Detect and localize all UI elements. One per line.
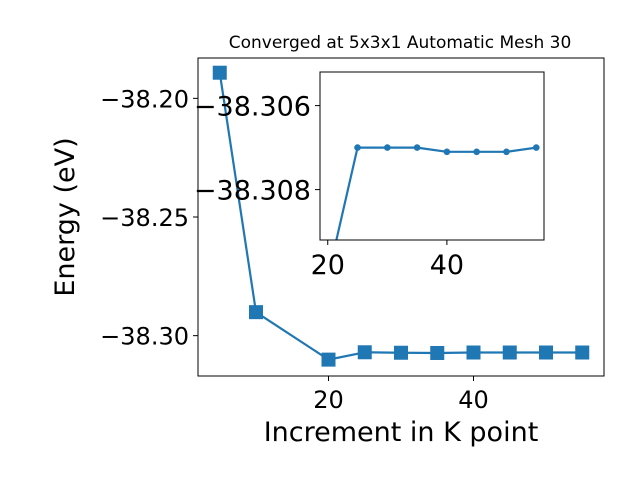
- main-series-line: [218, 72, 583, 361]
- main-y-tick-label: −38.30: [100, 323, 189, 351]
- inset-series: [335, 144, 540, 240]
- main-data-point: [502, 345, 517, 360]
- inset-x-tick-label: 40: [430, 250, 464, 281]
- inset-series-line: [335, 146, 537, 240]
- inset-data-point: [354, 144, 361, 151]
- inset-x-ticks: 20 40: [311, 240, 464, 281]
- inset-data-point: [532, 144, 540, 151]
- main-data-point: [394, 345, 408, 360]
- main-x-tick-label: 20: [313, 386, 344, 414]
- inset-data-point: [503, 148, 510, 156]
- inset-y-tick-label: −38.306: [194, 92, 311, 123]
- inset-y-tick-label: −38.308: [194, 176, 311, 207]
- inset-plot-frame: [319, 71, 545, 241]
- inset-y-ticks: −38.308 −38.306: [194, 92, 320, 207]
- main-data-point: [249, 305, 263, 320]
- inset-data-point: [443, 148, 451, 156]
- main-y-ticks: −38.20 −38.25 −38.30: [100, 85, 198, 351]
- inset-chart: 20 40 −38.308−38.306: [194, 71, 545, 281]
- main-data-point: [466, 345, 481, 360]
- inset-data-point: [413, 144, 421, 151]
- main-data-point: [430, 345, 445, 360]
- inset-background: [320, 72, 544, 240]
- main-series: [212, 65, 590, 367]
- inset-data-point: [473, 148, 480, 156]
- main-x-ticks: 20 40: [313, 376, 489, 414]
- main-data-point: [539, 345, 553, 360]
- main-data-point: [575, 345, 590, 360]
- y-axis-label: Energy (eV): [50, 137, 81, 296]
- inset-x-tick-label: 20: [311, 250, 345, 281]
- x-axis-label: Increment in K point: [264, 417, 539, 448]
- main-data-point: [321, 352, 336, 367]
- chart-title: Converged at 5x3x1 Automatic Mesh 30: [229, 33, 572, 53]
- main-chart: Converged at 5x3x1 Automatic Mesh 30 20 4…: [50, 33, 605, 448]
- main-y-tick-label: −38.25: [100, 204, 189, 232]
- main-data-point: [357, 345, 372, 360]
- main-data-point: [212, 65, 227, 80]
- main-y-tick-label: −38.20: [100, 85, 189, 113]
- inset-data-point: [384, 144, 391, 151]
- main-x-tick-label: 40: [458, 386, 489, 414]
